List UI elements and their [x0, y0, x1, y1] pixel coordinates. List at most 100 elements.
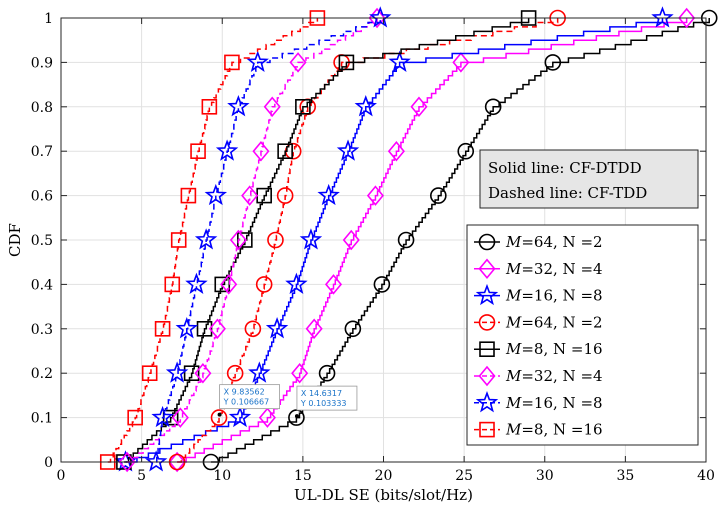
series-6-marker	[252, 140, 270, 162]
series-2-marker	[387, 140, 405, 162]
series-1-marker	[344, 320, 362, 338]
y-axis-label: CDF	[6, 223, 24, 257]
series-5-marker	[338, 54, 355, 71]
datatip-point	[217, 412, 222, 417]
series-line-8	[107, 18, 319, 463]
x-axis-label: UL-DL SE (bits/slot/Hz)	[294, 486, 473, 504]
series-4-marker	[226, 364, 244, 382]
legend-entry: M=16, N =8	[474, 391, 603, 413]
series-6-marker	[171, 407, 189, 428]
legend-label-rest: =64, N =2	[521, 233, 602, 251]
series-1-marker	[397, 231, 415, 249]
y-tick-label: 0.2	[31, 366, 53, 382]
legend-entry: M=32, N =4	[474, 365, 603, 387]
series-5-marker	[277, 143, 293, 159]
series-6-marker	[229, 229, 247, 251]
series-6-marker	[241, 185, 259, 206]
legend-entry: M=64, N =2	[474, 233, 603, 251]
series-6	[118, 7, 386, 473]
legend-label: M=64, N =2	[505, 233, 603, 251]
datatip-y-label: Y 0.103333	[300, 399, 347, 408]
series-7-marker	[369, 6, 392, 28]
x-tick-label: 35	[616, 468, 634, 484]
series-4-marker	[255, 276, 273, 293]
x-tick-label: 15	[294, 468, 312, 484]
series-2-marker	[342, 229, 360, 251]
datatip-x-label: X 14.6317	[301, 389, 342, 398]
series-7-marker	[165, 361, 189, 383]
x-tick-label: 5	[137, 468, 146, 484]
series-7-marker	[215, 139, 239, 161]
legend-label-main: M	[505, 421, 522, 439]
series-1-marker	[288, 409, 305, 426]
legend-marker	[478, 233, 496, 251]
series-5-marker	[295, 99, 311, 115]
series-line-2	[177, 18, 688, 463]
series-2-marker	[258, 407, 276, 428]
series-7-marker	[194, 228, 218, 250]
series-3-marker	[265, 317, 289, 339]
series-3-marker	[354, 95, 377, 117]
series-1-marker	[484, 98, 502, 116]
legend-label: M=32, N =4	[505, 260, 603, 278]
x-tick-label: 20	[375, 468, 393, 484]
series-3-marker	[336, 139, 360, 161]
legend-marker	[478, 365, 496, 387]
legend-marker	[479, 421, 495, 438]
y-tick-label: 1	[44, 11, 53, 27]
tick-layer: 0 5 10 15 20 25 30 35 40 0 0.1 0.2 0.3 0.4 0.5 0.6 0.7 0.…	[31, 11, 715, 484]
series-1-marker	[457, 142, 475, 160]
x-tick-label: 0	[57, 468, 66, 484]
series-6-marker	[220, 274, 238, 295]
series-line-6	[127, 18, 378, 463]
series-1-marker	[544, 54, 562, 71]
series-2-marker	[324, 274, 343, 295]
series-6-marker	[208, 318, 226, 340]
datatip-y-label: Y 0.106667	[223, 398, 270, 407]
annotation-line-1: Solid line: CF-DTDD	[488, 159, 642, 177]
series-4-marker	[210, 409, 228, 426]
y-tick-label: 0.3	[31, 322, 53, 338]
datatip-x-label: X 9.83562	[224, 388, 265, 397]
series-3-marker	[228, 405, 252, 428]
series-7-marker	[151, 405, 174, 428]
series-2-marker	[305, 318, 323, 340]
legend-label: M=8, N =16	[505, 340, 603, 358]
legend-entry: M=16, N =8	[474, 283, 603, 306]
legend-label: M=16, N =8	[505, 287, 603, 305]
series-8-marker	[154, 320, 171, 337]
legend-label-main: M	[505, 260, 522, 278]
series-7-marker	[144, 450, 168, 472]
series-8-marker	[224, 54, 240, 71]
series-6-marker	[263, 96, 281, 118]
series-2-marker	[678, 7, 696, 29]
legend-label-main: M	[505, 394, 522, 412]
annotation-background	[479, 149, 699, 209]
series-8-marker	[170, 232, 187, 248]
datatip-box	[219, 384, 280, 410]
series-8-marker	[190, 143, 206, 159]
legend-label-rest: =16, N =8	[521, 287, 602, 305]
legend-label-rest: =16, N =8	[521, 394, 602, 412]
series-2-marker	[291, 362, 309, 384]
legend-marker	[475, 283, 499, 306]
legend-marker	[475, 391, 499, 413]
series-7-marker	[246, 50, 269, 72]
legend-label-main: M	[505, 340, 522, 358]
y-tick-label: 0.6	[31, 189, 53, 205]
series-7	[144, 6, 392, 472]
series-7-marker	[185, 272, 208, 294]
datatip-point	[294, 414, 299, 419]
x-tick-label: 25	[455, 468, 473, 484]
y-tick-label: 0.9	[31, 55, 53, 71]
legend-marker	[478, 314, 496, 331]
legend-entry: M=8, N =16	[474, 421, 603, 439]
series-8-marker	[180, 187, 197, 204]
series-6-marker	[118, 451, 136, 473]
series-1-marker	[373, 276, 391, 293]
series-3-marker	[285, 272, 308, 294]
